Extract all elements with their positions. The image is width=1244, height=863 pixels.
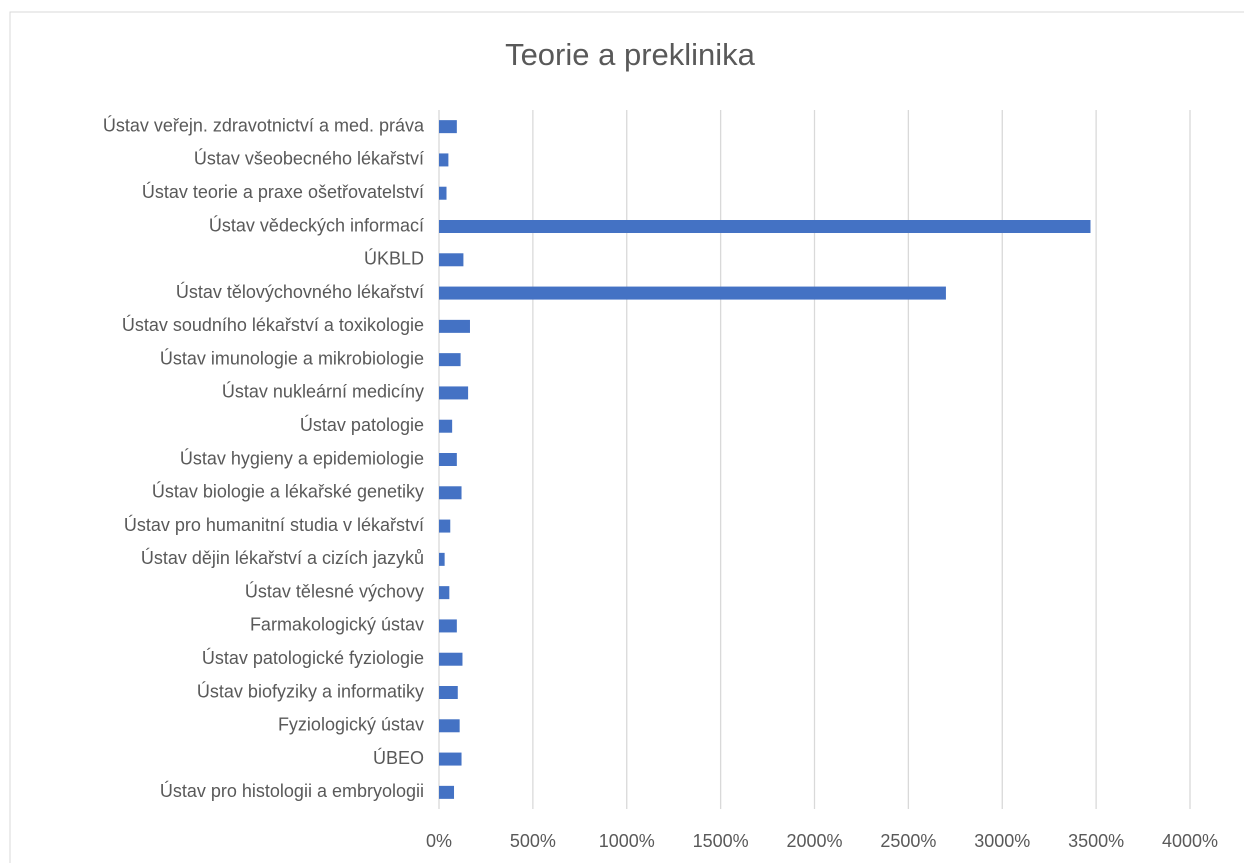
y-tick-label: Ústav pro histologii a embryologii bbox=[160, 780, 424, 801]
x-tick-label: 4000% bbox=[1162, 831, 1218, 851]
bar bbox=[439, 719, 460, 733]
bar bbox=[439, 386, 469, 400]
y-tick-label: Ústav pro humanitní studia v lékařství bbox=[124, 514, 424, 535]
y-tick-label: Farmakologický ústav bbox=[250, 615, 424, 635]
y-tick-label: ÚBEO bbox=[373, 747, 424, 768]
y-tick-label: Ústav veřejn. zdravotnictví a med. práva bbox=[103, 114, 425, 135]
y-tick-label: Ústav biofyziky a informatiky bbox=[197, 680, 424, 701]
x-tick-label: 3500% bbox=[1068, 831, 1124, 851]
x-tick-label: 2500% bbox=[880, 831, 936, 851]
y-tick-label: Ústav tělovýchovného lékařství bbox=[176, 281, 424, 302]
bar bbox=[439, 186, 447, 200]
bar bbox=[439, 419, 453, 433]
bar bbox=[439, 686, 458, 699]
bar bbox=[439, 652, 463, 666]
bar bbox=[439, 619, 457, 633]
bar bbox=[439, 552, 445, 566]
x-tick-label: 3000% bbox=[974, 831, 1030, 851]
chart-title: Teorie a preklinika bbox=[505, 37, 756, 72]
bar bbox=[439, 253, 464, 267]
x-tick-label: 2000% bbox=[786, 831, 842, 851]
y-tick-label: Ústav soudního lékařství a toxikologie bbox=[122, 314, 424, 335]
y-tick-label: Ústav tělesné výchovy bbox=[245, 580, 424, 601]
bar bbox=[439, 785, 455, 799]
x-tick-label: 0% bbox=[426, 831, 452, 851]
bar bbox=[439, 286, 946, 300]
y-tick-label: Ústav dějin lékařství a cizích jazyků bbox=[141, 547, 424, 568]
x-tick-label: 500% bbox=[510, 831, 556, 851]
y-tick-label: Fyziologický ústav bbox=[278, 715, 424, 735]
x-tick-label: 1000% bbox=[599, 831, 655, 851]
bar bbox=[439, 453, 457, 466]
x-tick-label: 1500% bbox=[693, 831, 749, 851]
y-tick-label: Ústav imunologie a mikrobiologie bbox=[160, 347, 424, 368]
y-tick-label: Ústav nukleární medicíny bbox=[222, 381, 424, 402]
y-tick-label: Ústav patologie bbox=[300, 414, 424, 435]
y-tick-label: Ústav vědeckých informací bbox=[209, 214, 424, 235]
bar bbox=[439, 319, 470, 333]
y-tick-label: Ústav biologie a lékařské genetiky bbox=[152, 481, 424, 502]
bar bbox=[439, 120, 457, 134]
bar bbox=[439, 353, 461, 367]
y-tick-label: Ústav teorie a praxe ošetřovatelství bbox=[142, 181, 424, 202]
bar bbox=[439, 153, 449, 167]
y-tick-label: Ústav patologické fyziologie bbox=[202, 647, 424, 668]
y-tick-label: Ústav hygieny a epidemiologie bbox=[180, 447, 424, 468]
y-tick-label: ÚKBLD bbox=[364, 248, 424, 269]
bar bbox=[439, 752, 462, 766]
bar bbox=[439, 586, 450, 600]
bar bbox=[439, 519, 451, 533]
bar bbox=[439, 220, 1091, 233]
bar bbox=[439, 486, 462, 500]
y-tick-label: Ústav všeobecného lékařství bbox=[194, 148, 424, 169]
